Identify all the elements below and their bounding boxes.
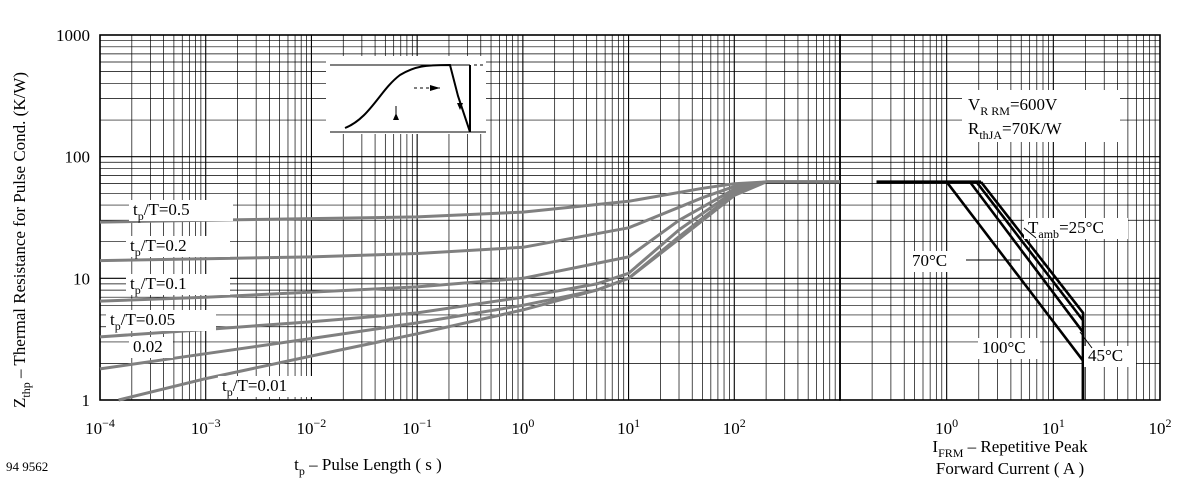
right-plot-curves	[876, 180, 1085, 400]
x-axis-label-left: tp – Pulse Length ( s )	[294, 455, 442, 478]
curve-label-left-5: tp/T=0.01	[222, 376, 287, 399]
x-axis-label-right: IFRM – Repetitive Peak	[932, 437, 1088, 460]
curve-label-left-2-bg	[126, 274, 230, 295]
leader-45	[1079, 331, 1093, 349]
curve-label-right-1-bg	[1084, 346, 1136, 367]
curve-label-left-4: 0.02	[133, 337, 163, 356]
curve-label-left-2: tp/T=0.1	[130, 274, 187, 297]
y-tick-3: 1000	[56, 26, 90, 45]
figure-id: 94 9562	[6, 459, 48, 474]
y-axis-label: Zthp – Thermal Resistance for Pulse Cond…	[10, 72, 33, 408]
curve-label-left-4-bg	[129, 337, 173, 358]
y-tick-0: 1	[82, 391, 91, 410]
curve-label-right-2: 70°C	[912, 251, 947, 270]
x-axis-label-right-line2: Forward Current ( A )	[936, 459, 1084, 478]
pulse-inset-diagram	[326, 56, 486, 134]
curve-label-left-3-bg	[106, 310, 216, 331]
curve-label-left-5-bg	[218, 376, 316, 397]
conditions-box: VR RM=600V RthJA=70K/W	[962, 90, 1120, 142]
series-line-5	[118, 180, 840, 402]
condition-rthja: RthJA=70K/W	[968, 119, 1063, 142]
curve-label-left-1-bg	[126, 236, 230, 257]
curve-label-right-3: 100°C	[982, 338, 1026, 357]
x-tick-left-4: 100	[511, 416, 534, 438]
x-tick-right-1: 101	[1042, 416, 1065, 438]
plot-frame	[839, 34, 1161, 401]
x-tick-left-3: 10−1	[402, 416, 432, 438]
temperature-line-3	[945, 181, 1085, 400]
curve-labels: tp/T=0.5 tp/T=0.2 tp/T=0.1 tp/T=0.05 0.02 tp/…	[106, 200, 1136, 399]
curve-label-right-2-bg	[908, 251, 960, 272]
condition-vrrm: VR RM=600V	[968, 95, 1058, 118]
x-tick-left-0: 10−4	[85, 416, 115, 438]
x-tick-left-2: 10−2	[297, 416, 327, 438]
curve-label-left-3: tp/T=0.05	[110, 310, 175, 333]
x-tick-left-1: 10−3	[191, 416, 221, 438]
leader-25	[1023, 227, 1037, 239]
x-tick-left-6: 102	[723, 416, 746, 438]
x-tick-right-0: 100	[935, 416, 958, 438]
curve-label-right-3-bg	[978, 338, 1040, 359]
curve-label-left-0: tp/T=0.5	[133, 200, 190, 223]
y-tick-1: 10	[73, 269, 90, 288]
y-tick-2: 100	[65, 148, 91, 167]
curve-label-right-0-bg	[1024, 218, 1128, 239]
curve-label-right-0: Tamb=25°C	[1028, 218, 1104, 241]
curve-label-left-0-bg	[129, 200, 233, 221]
x-tick-right-2: 102	[1149, 416, 1172, 438]
temperature-line-0	[979, 181, 1085, 400]
x-tick-left-5: 101	[617, 416, 640, 438]
curve-label-left-1: tp/T=0.2	[130, 236, 187, 259]
left-plot-curves	[99, 180, 840, 402]
tick-labels: 10−4 10−3 10−2 10−1 100 101 102 100 101 102 1 10 100…	[56, 26, 1172, 438]
curve-label-right-1: 45°C	[1088, 346, 1123, 365]
